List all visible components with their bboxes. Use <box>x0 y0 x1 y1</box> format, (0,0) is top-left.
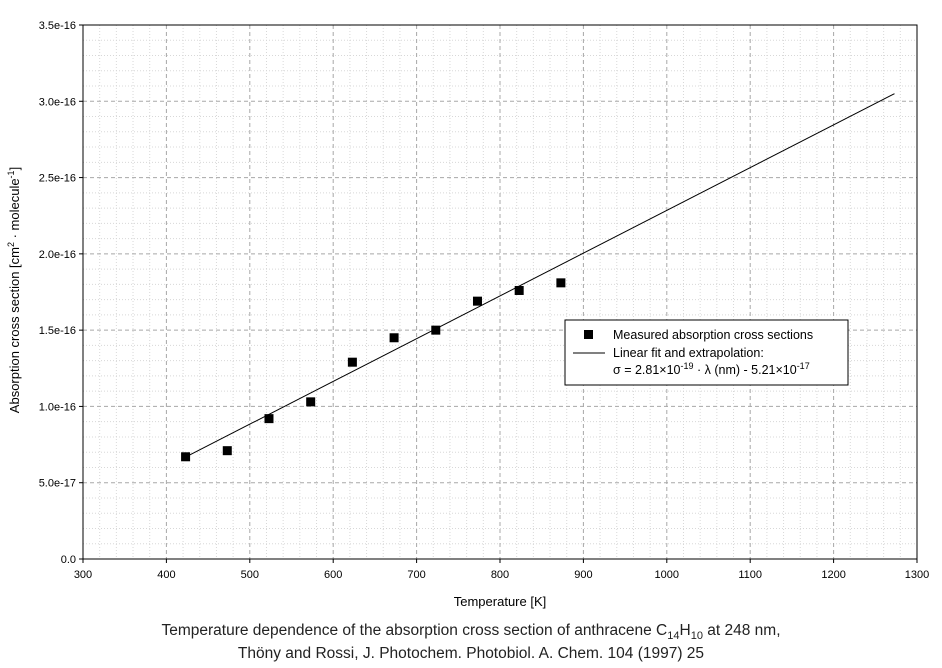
x-tick-label: 700 <box>407 569 425 581</box>
x-tick-label: 500 <box>241 569 259 581</box>
major-grid <box>83 25 917 559</box>
x-tick-label: 1200 <box>821 569 845 581</box>
eq-part-c: (nm) - 5.21×10 <box>711 363 797 377</box>
y-tick-label: 5.0e-17 <box>39 478 76 490</box>
x-tick-label: 800 <box>491 569 509 581</box>
caption-line1-post: at 248 nm, <box>702 622 781 639</box>
eq-sigma: σ <box>613 363 621 377</box>
legend: Measured absorption cross sections Linea… <box>564 319 849 386</box>
eq-part-b: · <box>694 363 705 377</box>
caption-sub-10: 10 <box>690 630 703 643</box>
x-axis-ticks: 300 400 500 600 700 800 900 1000 1100 1200 1300 <box>74 559 929 581</box>
x-tick-label: 900 <box>574 569 592 581</box>
x-axis-title: Temperature [K] <box>454 594 547 609</box>
y-axis-ticks: 0.0 5.0e-17 1.0e-16 1.5e-16 2.0e-16 2.5e-16 3.… <box>39 20 83 566</box>
x-tick-label: 1000 <box>655 569 679 581</box>
legend-marker-square <box>584 330 593 339</box>
data-points <box>181 278 566 462</box>
eq-part-a: = 2.81×10 <box>621 363 681 377</box>
y-axis-title-sup1: 2 <box>6 242 16 247</box>
x-tick-label: 400 <box>157 569 175 581</box>
x-tick-label: 600 <box>324 569 342 581</box>
fit-line-layer <box>185 93 895 458</box>
caption-line1-mid: H <box>679 622 691 639</box>
y-axis-title-suffix: ] <box>7 167 22 171</box>
y-tick-label: 2.5e-16 <box>39 173 76 185</box>
x-tick-label: 1100 <box>738 569 762 581</box>
chart: 300 400 500 600 700 800 900 1000 1100 1200 1300 0.… <box>6 20 929 609</box>
y-tick-label: 1.5e-16 <box>39 325 76 337</box>
data-point <box>264 414 274 424</box>
data-point <box>306 397 316 407</box>
data-point <box>431 325 441 335</box>
y-axis-title-sup2: -1 <box>6 170 16 178</box>
legend-equation: σ = 2.81×10-19 · λ (nm) - 5.21×10-17 <box>613 361 810 377</box>
eq-sup-a: -19 <box>681 361 694 371</box>
data-point <box>514 285 524 295</box>
y-axis-title-prefix: Absorption cross section [cm <box>7 247 22 413</box>
x-tick-label: 1300 <box>905 569 929 581</box>
eq-sup-c: -17 <box>797 361 810 371</box>
caption-line1-pre: Temperature dependence of the absorption… <box>161 622 668 639</box>
y-axis-title: Absorption cross section [cm2 · molecule… <box>6 167 22 413</box>
y-tick-label: 0.0 <box>61 554 76 566</box>
legend-label-fit: Linear fit and extrapolation: <box>613 346 764 360</box>
caption-sub-14: 14 <box>667 630 680 643</box>
caption-line-2: Thöny and Rossi, J. Photochem. Photobiol… <box>237 645 705 662</box>
caption-line-1: Temperature dependence of the absorption… <box>0 622 942 642</box>
data-point <box>222 446 232 456</box>
data-point <box>389 333 399 343</box>
data-point <box>556 278 566 288</box>
y-tick-label: 3.0e-16 <box>39 96 76 108</box>
y-tick-label: 3.5e-16 <box>39 20 76 32</box>
y-tick-label: 2.0e-16 <box>39 249 76 261</box>
fit-line <box>185 93 895 458</box>
eq-lambda: λ <box>705 363 712 377</box>
data-point <box>347 357 357 367</box>
y-tick-label: 1.0e-16 <box>39 401 76 413</box>
y-axis-title-mid: · molecule <box>7 178 22 242</box>
data-point <box>181 452 191 462</box>
legend-box <box>564 319 849 386</box>
x-tick-label: 300 <box>74 569 92 581</box>
data-point <box>472 296 482 306</box>
legend-label-measured: Measured absorption cross sections <box>613 328 813 342</box>
